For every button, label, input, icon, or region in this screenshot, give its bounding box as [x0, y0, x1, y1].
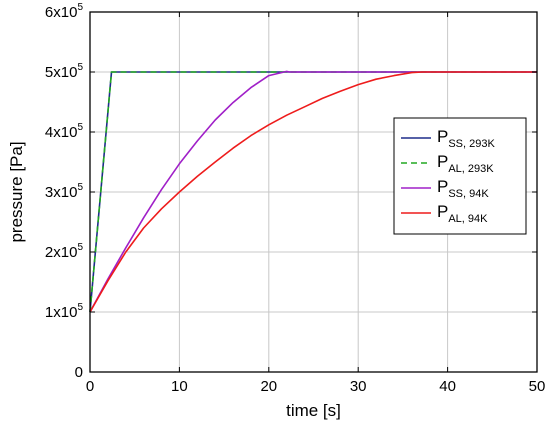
- series-line-4: [89, 71, 537, 313]
- y-tick-label: 6x105: [45, 2, 84, 21]
- x-tick-label: 20: [260, 378, 277, 395]
- legend-entry: PAL, 94K: [437, 202, 488, 225]
- legend-entry: PAL, 293K: [437, 152, 494, 175]
- x-tick-label: 0: [86, 378, 94, 395]
- y-axis-ticks: 0 1x105 2x105 3x105 4x105 5x105 6x105: [45, 2, 537, 381]
- y-tick-label: 1x105: [45, 302, 84, 321]
- y-tick-label: 3x105: [45, 182, 84, 201]
- y-tick-label: 5x105: [45, 62, 84, 81]
- x-axis-ticks: 0 10 20 30 40 50: [86, 12, 546, 395]
- series-lines: [89, 70, 537, 313]
- y-tick-label: 0: [75, 364, 83, 381]
- y-tick-label: 2x105: [45, 242, 84, 261]
- x-axis-label: time [s]: [286, 401, 341, 420]
- y-axis-label: pressure [Pa]: [7, 141, 26, 242]
- y-tick-label: 4x105: [45, 122, 84, 141]
- series-line-3: [89, 70, 537, 313]
- x-tick-label: 30: [350, 378, 367, 395]
- x-tick-label: 10: [171, 378, 188, 395]
- x-tick-label: 50: [529, 378, 546, 395]
- x-tick-label: 40: [439, 378, 456, 395]
- legend-entry: PSS, 94K: [437, 177, 489, 200]
- legend-entry: PSS, 293K: [437, 127, 495, 150]
